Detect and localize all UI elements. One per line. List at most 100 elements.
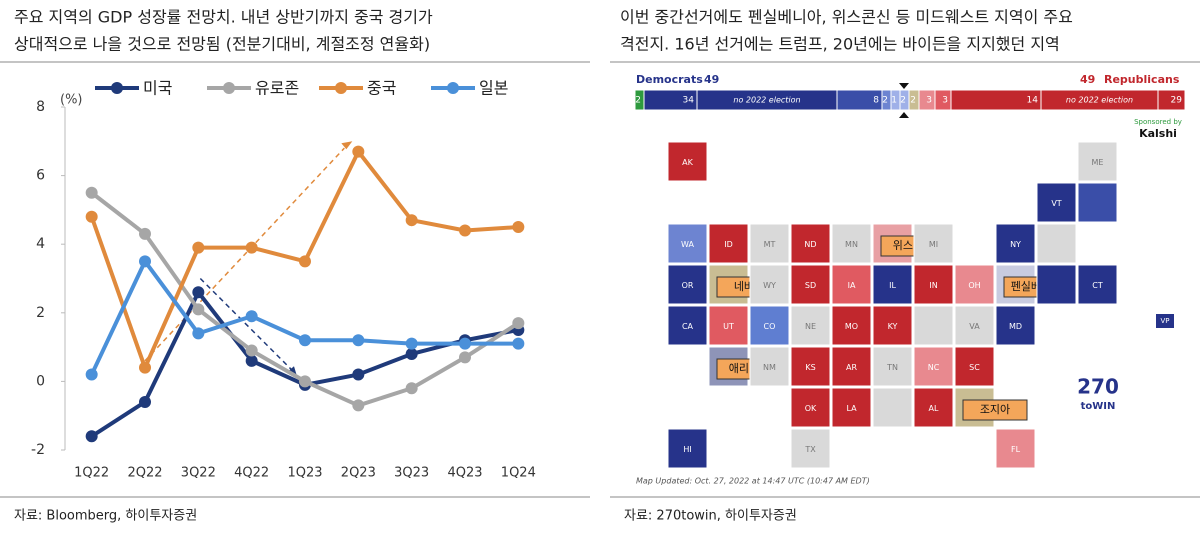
state-label: NC <box>928 363 940 372</box>
legend-label: 유로존 <box>255 79 299 98</box>
point <box>512 337 525 350</box>
point <box>245 241 258 254</box>
state <box>790 305 831 346</box>
point <box>192 241 205 254</box>
state <box>913 223 954 264</box>
state <box>1077 182 1118 223</box>
state <box>749 346 790 387</box>
state <box>708 223 749 264</box>
source: 자료: Bloomberg, 하이투자증권 <box>14 509 197 524</box>
state-label: KY <box>888 322 898 331</box>
state-label: WY <box>763 281 776 290</box>
legend-swatch <box>111 82 123 94</box>
point <box>299 255 311 268</box>
state <box>708 305 749 346</box>
state <box>995 305 1036 346</box>
state <box>831 264 872 305</box>
seat-label: 29 <box>1171 96 1183 106</box>
state-label: KS <box>805 363 815 372</box>
state <box>831 223 872 264</box>
point <box>299 375 311 388</box>
state <box>831 387 872 428</box>
state-label: NM <box>763 363 776 372</box>
x-tick-label: 1Q23 <box>287 466 322 481</box>
seat-label: no 2022 election <box>1066 96 1133 105</box>
state <box>872 387 913 428</box>
x-tick-label: 3Q22 <box>181 466 216 481</box>
chart-title: 상대적으로 나을 것으로 전망됨 (전분기대비, 계절조정 연율화) <box>14 35 430 54</box>
point <box>299 334 311 347</box>
state <box>913 387 954 428</box>
seat-label: 3 <box>942 96 948 106</box>
x-tick-label: 2Q22 <box>127 466 162 481</box>
state-label: TN <box>886 363 898 372</box>
panel-title: 이번 중간선거에도 펜실베니아, 위스콘신 등 미드웨스트 지역이 주요 <box>620 8 1073 27</box>
seat-label: no 2022 election <box>733 96 800 105</box>
seat-label: 2 <box>882 96 888 106</box>
y-tick-label: 0 <box>36 373 45 389</box>
state <box>995 223 1036 264</box>
state-label: IN <box>929 281 937 290</box>
state <box>790 346 831 387</box>
vp-box <box>1156 314 1174 328</box>
state <box>667 141 708 182</box>
point <box>459 337 471 350</box>
legend-label: 미국 <box>143 79 172 98</box>
point <box>192 286 205 299</box>
dem-total: 49 <box>704 73 719 86</box>
series-line <box>90 191 520 408</box>
seat-label: 2 <box>900 96 906 106</box>
state-label: ND <box>804 240 816 249</box>
point <box>85 430 98 443</box>
state <box>749 223 790 264</box>
point <box>352 399 365 412</box>
point <box>352 145 365 158</box>
sponsor: Sponsored by <box>1134 118 1182 126</box>
state-label: NY <box>1010 240 1021 249</box>
seat-label: 34 <box>683 96 695 106</box>
seat-label: 2 <box>910 96 916 106</box>
state-label: MI <box>929 240 938 249</box>
point <box>245 344 258 357</box>
point <box>192 303 205 316</box>
state <box>831 346 872 387</box>
state-label: CT <box>1092 281 1103 290</box>
point <box>192 327 205 340</box>
seat-label: 2 <box>635 96 641 106</box>
legend-swatch <box>335 82 347 94</box>
state-label: ME <box>1092 158 1104 167</box>
state-label: IL <box>889 281 896 290</box>
y-tick-label: -2 <box>31 442 45 458</box>
seat-label: 3 <box>926 96 932 106</box>
state-label: AK <box>682 158 693 167</box>
series-line <box>89 259 519 376</box>
arrowhead <box>341 141 353 150</box>
state-label: NE <box>805 322 816 331</box>
state <box>872 346 913 387</box>
state <box>790 387 831 428</box>
point <box>139 255 151 268</box>
point <box>352 334 365 347</box>
state-label: ID <box>724 240 733 249</box>
point <box>459 351 471 364</box>
state <box>954 305 995 346</box>
state-label: MO <box>845 322 858 331</box>
point <box>245 310 258 323</box>
point <box>405 382 418 395</box>
legend-swatch <box>223 82 235 94</box>
chart-title: 주요 지역의 GDP 성장률 전망치. 내년 상반기까지 중국 경기가 <box>14 8 433 27</box>
arrow <box>144 147 345 362</box>
state <box>1036 182 1077 223</box>
state <box>749 264 790 305</box>
state <box>995 428 1036 469</box>
x-tick-label: 1Q24 <box>501 466 536 481</box>
state-label: OK <box>805 404 817 413</box>
dem-label: Democrats <box>636 73 703 86</box>
state-label: MD <box>1009 322 1022 331</box>
state-label: IA <box>848 281 856 290</box>
state-label: WA <box>681 240 694 249</box>
y-tick-label: 4 <box>36 236 45 252</box>
state-label: MN <box>845 240 858 249</box>
state <box>1036 223 1077 264</box>
